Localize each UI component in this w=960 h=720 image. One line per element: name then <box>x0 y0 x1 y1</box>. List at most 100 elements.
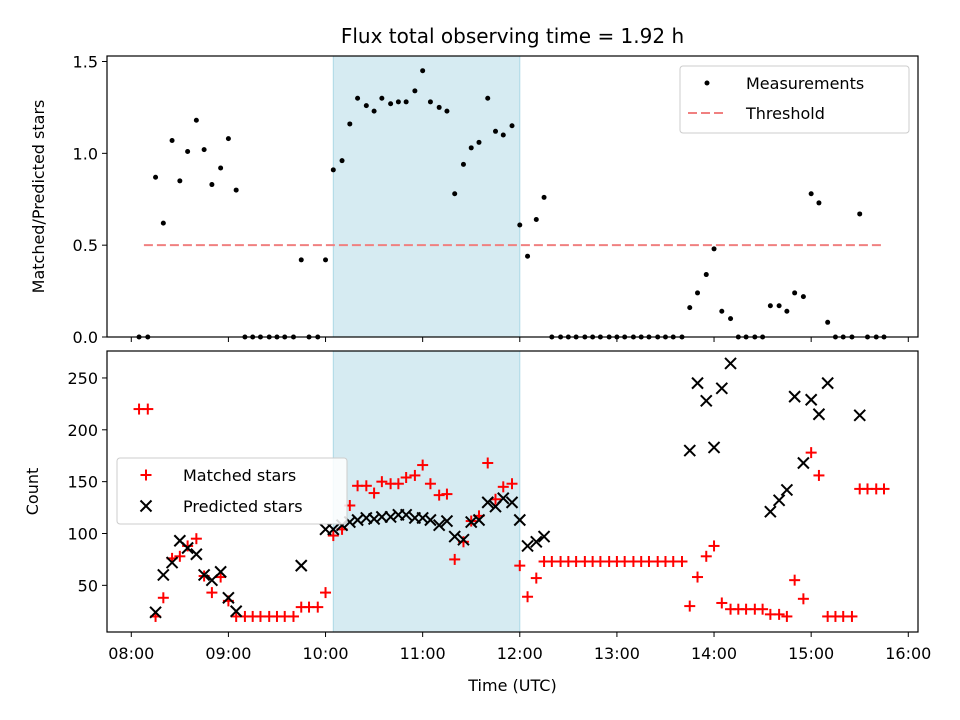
measurement-point <box>460 161 466 167</box>
matched-star-point <box>506 478 518 490</box>
chart-title: Flux total observing time = 1.92 h <box>341 24 684 48</box>
measurement-point <box>444 108 450 114</box>
top-panel: 0.0 0.5 1.0 1.5 Flux total observing time =… <box>29 24 919 347</box>
measurement-point <box>339 158 345 164</box>
predicted-star-point <box>149 606 162 619</box>
measurement-point <box>857 211 863 217</box>
matched-star-point <box>417 459 429 471</box>
predicted-star-point <box>537 530 551 543</box>
predicted-star-point <box>416 511 429 525</box>
bottom-highlight-span <box>333 351 520 632</box>
predicted-star-point <box>683 444 696 457</box>
matched-star-point <box>684 600 696 612</box>
measurement-point <box>169 137 175 143</box>
measurement-point <box>371 108 377 114</box>
predicted-star-point <box>715 382 729 395</box>
measurement-points <box>136 68 887 340</box>
matched-star-point <box>878 483 890 495</box>
measurement-point <box>330 167 336 173</box>
measurement-point <box>800 294 806 300</box>
y-tick-label: 0.5 <box>73 236 98 255</box>
measurement-point <box>517 222 523 228</box>
bottom-y-ticks: 50 100 150 200 250 <box>67 369 107 595</box>
matched-star-point <box>368 487 380 499</box>
predicted-star-point <box>780 483 794 497</box>
matched-star-point <box>424 478 436 490</box>
bottom-panel: 50 100 150 200 250 08:00 09:00 10:00 11:00 12:00… <box>23 350 931 695</box>
matched-star-point <box>781 610 793 622</box>
top-legend: Measurements Threshold <box>679 65 910 134</box>
measurement-point <box>153 174 159 180</box>
matched-star-point <box>676 555 688 567</box>
measurement-point <box>209 182 215 188</box>
legend-label-predicted: Predicted stars <box>183 497 303 516</box>
top-axes-frame <box>106 55 919 338</box>
predicted-star-point <box>804 393 818 406</box>
matched-star-point <box>392 478 404 490</box>
measurement-point <box>703 272 709 278</box>
matched-star-point <box>805 447 817 459</box>
matched-star-point <box>757 603 769 615</box>
matched-star-point <box>716 597 728 609</box>
legend-marker-matched <box>140 469 152 481</box>
matched-star-points <box>133 403 890 622</box>
measurement-point <box>728 316 734 322</box>
measurement-point <box>533 216 539 222</box>
matched-star-point <box>482 457 494 469</box>
measurement-point <box>420 68 426 74</box>
measurement-point <box>355 95 361 101</box>
measurement-point <box>233 187 239 193</box>
top-y-axis-label: Matched/Predicted stars <box>29 100 48 294</box>
matched-star-point <box>530 572 542 584</box>
predicted-star-point <box>181 541 194 555</box>
y-tick-label: 0.0 <box>73 328 98 347</box>
matched-star-point <box>497 481 509 493</box>
predicted-star-point <box>505 496 519 509</box>
top-legend-box <box>679 65 910 134</box>
measurement-point <box>719 308 725 314</box>
y-tick-label: 200 <box>67 421 98 440</box>
measurement-point <box>388 101 394 107</box>
matched-star-point <box>360 480 372 492</box>
predicted-star-point <box>327 523 340 536</box>
measurement-point <box>776 303 782 309</box>
predicted-star-point <box>157 568 170 582</box>
measurement-point <box>160 220 166 226</box>
x-tick-label: 10:00 <box>302 644 348 663</box>
predicted-star-point <box>214 565 227 579</box>
predicted-star-point <box>821 376 834 390</box>
predicted-star-point <box>465 515 478 529</box>
x-tick-label: 13:00 <box>594 644 640 663</box>
predicted-star-point <box>367 512 381 526</box>
bottom-y-axis-label: Count <box>23 468 42 516</box>
measurement-point <box>323 257 329 263</box>
predicted-star-point <box>295 559 308 572</box>
measurement-point <box>509 123 515 129</box>
y-tick-label: 100 <box>67 524 98 543</box>
matched-star-point <box>157 592 169 604</box>
y-tick-label: 50 <box>78 576 98 595</box>
predicted-star-point <box>481 496 494 509</box>
matched-star-point <box>312 601 324 613</box>
measurement-point <box>816 200 822 206</box>
legend-cross-glyph <box>139 499 153 513</box>
predicted-star-point <box>384 510 397 524</box>
matched-star-point <box>441 488 453 500</box>
matched-star-point <box>287 610 299 622</box>
measurement-point <box>493 128 499 134</box>
x-tick-label: 16:00 <box>885 644 931 663</box>
predicted-star-point <box>853 409 866 422</box>
measurement-point <box>476 139 482 145</box>
measurement-point <box>379 95 385 101</box>
matched-star-point <box>514 560 526 572</box>
matched-star-point <box>846 610 858 622</box>
y-tick-label: 1.0 <box>73 144 98 163</box>
matched-star-point <box>773 608 785 620</box>
measurement-point <box>218 165 224 171</box>
measurement-point <box>363 103 369 109</box>
predicted-star-point <box>165 556 179 569</box>
measurement-point <box>452 191 458 197</box>
top-x-ticks <box>130 337 909 342</box>
predicted-star-point <box>788 390 801 403</box>
